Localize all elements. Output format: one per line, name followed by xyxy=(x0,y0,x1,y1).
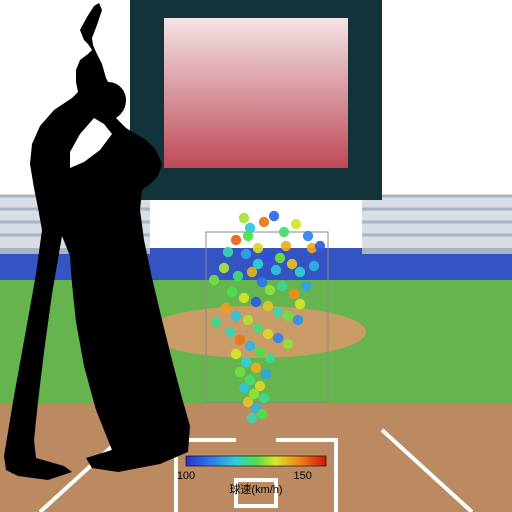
pitch-point xyxy=(315,241,325,251)
pitch-point xyxy=(263,329,273,339)
pitch-point xyxy=(277,281,287,291)
pitch-point xyxy=(231,235,241,245)
pitch-point xyxy=(253,243,263,253)
pitch-point xyxy=(279,227,289,237)
pitch-point xyxy=(251,297,261,307)
pitch-point xyxy=(221,303,231,313)
pitch-point xyxy=(259,393,269,403)
pitch-point xyxy=(227,287,237,297)
pitch-point xyxy=(293,315,303,325)
pitch-point xyxy=(265,353,275,363)
pitch-point xyxy=(223,247,233,257)
pitch-point xyxy=(231,349,241,359)
pitch-point xyxy=(243,231,253,241)
pitch-point xyxy=(241,249,251,259)
pitch-point xyxy=(283,339,293,349)
pitch-point xyxy=(263,301,273,311)
pitch-point xyxy=(303,231,313,241)
colorbar-tick-label: 100 xyxy=(177,470,195,482)
pitch-point xyxy=(263,253,273,263)
pitch-point xyxy=(265,285,275,295)
pitch-point xyxy=(225,327,235,337)
pitch-point xyxy=(301,281,311,291)
colorbar-tick-label: 150 xyxy=(293,470,311,482)
pitch-point xyxy=(241,357,251,367)
pitch-point xyxy=(239,293,249,303)
pitch-point xyxy=(245,341,255,351)
pitch-point xyxy=(291,219,301,229)
pitch-point xyxy=(287,259,297,269)
pitch-point xyxy=(295,267,305,277)
pitch-point xyxy=(273,333,283,343)
scoreboard xyxy=(130,0,382,200)
pitch-point xyxy=(233,271,243,281)
pitch-point xyxy=(235,367,245,377)
pitch-point xyxy=(281,241,291,251)
pitch-point xyxy=(261,369,271,379)
pitch-point xyxy=(273,307,283,317)
pitch-point xyxy=(283,311,293,321)
pitch-point xyxy=(255,347,265,357)
pitch-point xyxy=(211,317,221,327)
pitch-point xyxy=(231,311,241,321)
pitch-point xyxy=(247,413,257,423)
pitch-point xyxy=(257,409,267,419)
pitch-point xyxy=(239,213,249,223)
pitch-point xyxy=(219,263,229,273)
pitch-point xyxy=(251,363,261,373)
colorbar-axis-label: 球速(km/h) xyxy=(229,482,282,496)
pitch-point xyxy=(295,299,305,309)
pitch-point xyxy=(309,261,319,271)
stands-right xyxy=(362,196,512,254)
pitch-point xyxy=(289,289,299,299)
pitch-point xyxy=(239,383,249,393)
pitch-point xyxy=(275,253,285,263)
pitch-point xyxy=(209,275,219,285)
pitch-point xyxy=(269,211,279,221)
pitch-point xyxy=(257,277,267,287)
pitch-point xyxy=(235,335,245,345)
pitch-point xyxy=(253,323,263,333)
pitch-point xyxy=(243,315,253,325)
pitch-point xyxy=(271,265,281,275)
pitch-point xyxy=(259,217,269,227)
pitch-point xyxy=(253,259,263,269)
pitch-location-chart: 100 150 球速(km/h) xyxy=(0,0,512,512)
